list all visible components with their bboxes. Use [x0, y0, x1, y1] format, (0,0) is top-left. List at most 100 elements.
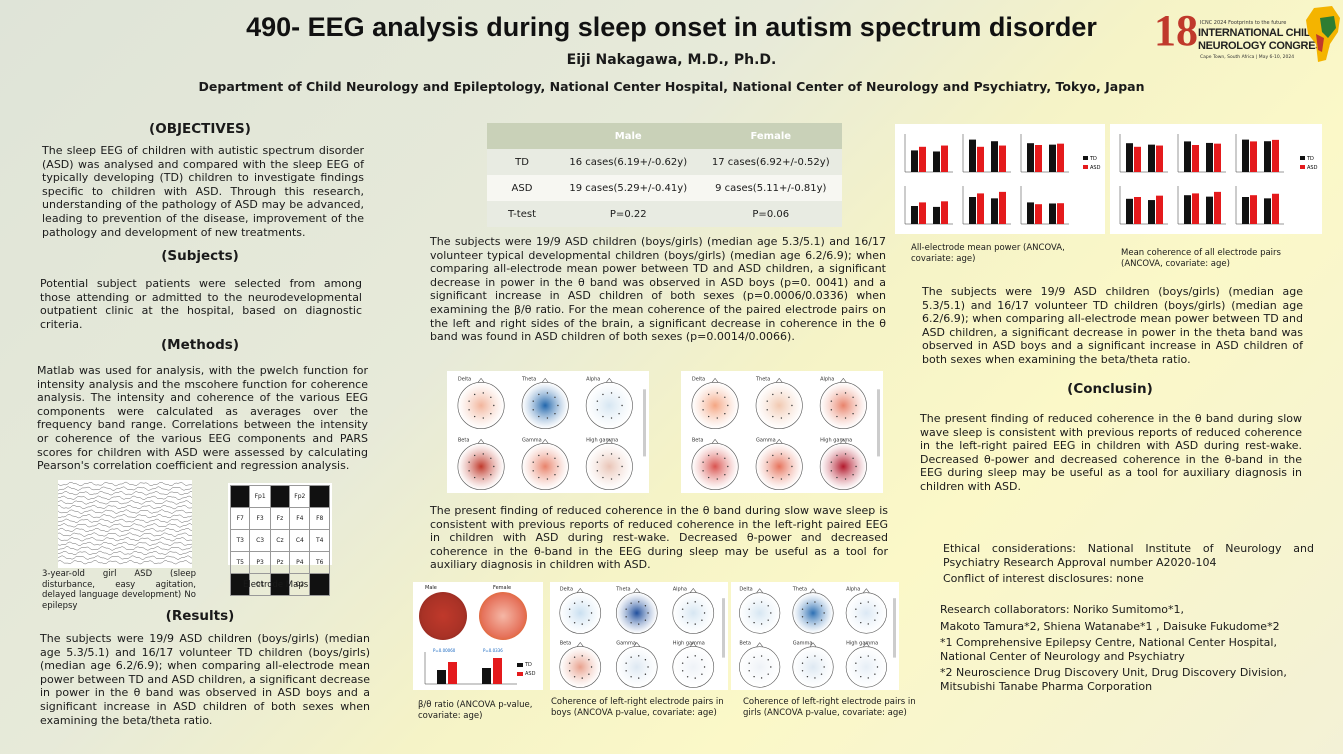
boys-caption: Coherence of left-right electrode pairs …	[551, 697, 724, 718]
asd-bar	[941, 201, 948, 224]
electrode-cell: T6	[309, 551, 330, 574]
electrode-dot	[874, 673, 876, 675]
asd-bar	[1035, 204, 1042, 224]
ratio-panel: Male Female P=0.00060 P=0.0336 TD ASD	[413, 582, 543, 690]
electrode-dot	[532, 409, 534, 411]
electrode-dot	[820, 605, 823, 607]
electrode-dot	[791, 404, 793, 407]
electrode-dot	[482, 417, 484, 419]
asd-bar	[977, 193, 984, 224]
ratio-p2: P=0.0336	[483, 648, 503, 653]
electrode-dot	[638, 655, 640, 657]
electrode-cell	[309, 573, 330, 596]
legend-asd-label: ASD	[1307, 165, 1318, 171]
topomap-band-label: Gamma	[522, 437, 542, 443]
electrode-dot	[867, 677, 869, 679]
electrode-dot	[630, 676, 632, 678]
nose-mark	[775, 377, 783, 383]
electrode-dot	[801, 608, 804, 610]
topomap-band-label: Beta	[739, 641, 751, 647]
electrode-dot	[830, 470, 833, 472]
power-caption: All-electrode mean power (ANCOVA, covari…	[911, 243, 1065, 264]
electrode-dot	[701, 619, 703, 621]
ethics-text: Ethical considerations: National Institu…	[943, 542, 1314, 569]
electrode-dot	[473, 454, 476, 457]
topomap-head	[739, 646, 781, 688]
electrode-dot	[573, 622, 576, 624]
electrode-dot	[490, 396, 492, 399]
electrode-dot	[621, 465, 623, 468]
electrode-cell	[229, 573, 251, 596]
electrode-dot	[836, 415, 838, 418]
nose-mark	[840, 438, 847, 444]
electrode-dot	[830, 409, 833, 411]
asd-bar	[1250, 195, 1257, 224]
conclusion-text: The present finding of reduced coherence…	[920, 412, 1302, 493]
legend-asd-swatch	[1300, 165, 1305, 169]
electrode-dot	[814, 677, 816, 679]
electrode-dot	[814, 623, 816, 625]
topomap-band-label: Gamma	[793, 641, 813, 647]
table-cell: 19 cases(5.29+/-0.41y)	[557, 175, 700, 201]
nose-mark	[756, 642, 763, 647]
electrode-dot	[753, 602, 755, 605]
asd-bar	[1156, 195, 1163, 224]
topomap-head	[559, 592, 602, 634]
electrode-dot	[538, 393, 540, 396]
td-bar	[1242, 197, 1249, 224]
electrode-dot	[468, 409, 470, 411]
electrode-dot	[702, 400, 704, 402]
electrode-dot	[703, 666, 706, 668]
electrode-dot	[844, 392, 847, 394]
electrode-dot	[788, 412, 790, 415]
table-cell: P=0.06	[699, 201, 842, 227]
electrode-dot	[630, 622, 632, 624]
electrode-dot	[701, 673, 703, 675]
topomap-band-label: Delta	[458, 376, 471, 382]
nose-mark	[711, 438, 719, 444]
coherence-boys-svg: Delta Theta Alpha Beta Gamma High gamma	[559, 586, 725, 688]
table-header-male: Male	[557, 123, 700, 149]
electrode-cell: F8	[309, 507, 330, 530]
affiliation-1: *1 Comprehensive Epilepsy Centre, Nation…	[940, 636, 1277, 663]
girls-caption: Coherence of left-right electrode pairs …	[743, 697, 916, 718]
topomap-head	[845, 646, 887, 688]
topomap-head	[559, 646, 602, 688]
ratio-asd-bar	[448, 662, 457, 684]
electrode-dot	[681, 670, 684, 672]
electrode-dot	[538, 415, 540, 418]
topomap-band-label: Gamma	[616, 640, 636, 646]
electrode-dot	[724, 412, 726, 415]
electrode-dot	[823, 612, 825, 614]
electrode-dot	[844, 417, 847, 419]
conflict-text: Conflict of interest disclosures: none	[943, 572, 1144, 585]
electrode-dot	[701, 605, 703, 607]
department: Department of Child Neurology and Epilep…	[198, 79, 1145, 94]
electrode-dot	[772, 476, 774, 479]
electrode-dot	[760, 623, 763, 625]
td-bar	[1206, 142, 1213, 172]
electrode-dot	[546, 453, 549, 455]
topomap-band-label: High gamma	[820, 437, 852, 443]
electrode-dot	[610, 417, 613, 419]
electrode-cell: O1	[249, 573, 271, 596]
electrode-dot	[844, 453, 847, 455]
nose-mark	[809, 588, 817, 593]
topomap-head	[819, 443, 867, 490]
electrode-cell: P4	[289, 551, 311, 574]
electrode-cell: Fp1	[249, 485, 271, 508]
electrode-dot	[748, 608, 750, 610]
eeg-trace-line	[58, 546, 192, 551]
table-header-blank	[487, 123, 557, 149]
electrode-dot	[874, 619, 876, 621]
electrode-dot	[788, 473, 790, 476]
topomap-band-label: Alpha	[846, 587, 860, 593]
electrode-dot	[694, 677, 696, 679]
electrode-dot	[468, 461, 470, 463]
electrode-dot	[638, 623, 640, 625]
electrode-cell: Cz	[269, 529, 291, 552]
electrode-dot	[590, 666, 593, 668]
electrode-cell: C4	[289, 529, 311, 552]
electrode-dot	[546, 478, 549, 480]
electrode-dot	[867, 655, 869, 657]
